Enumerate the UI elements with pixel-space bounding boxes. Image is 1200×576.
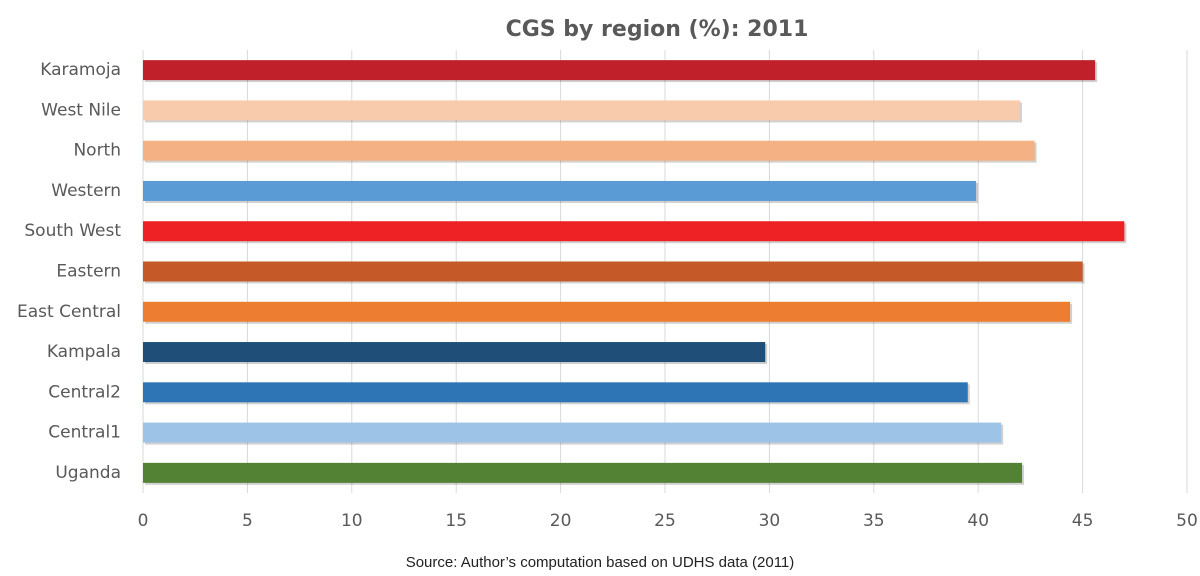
bar xyxy=(143,342,766,363)
bar xyxy=(143,60,1096,81)
y-tick-label: South West xyxy=(24,221,121,241)
x-tick-label: 10 xyxy=(341,511,363,531)
x-tick-label: 5 xyxy=(242,511,253,531)
bar xyxy=(143,422,1002,443)
y-tick-label: Western xyxy=(51,181,121,201)
y-tick-label: Central2 xyxy=(48,382,121,402)
y-tick-label: West Nile xyxy=(41,100,121,120)
x-tick-label: 35 xyxy=(863,511,885,531)
source-note: Source: Author’s computation based on UD… xyxy=(406,554,795,571)
y-tick-label: North xyxy=(73,141,121,161)
x-tick-label: 20 xyxy=(550,511,572,531)
bar xyxy=(143,301,1071,322)
y-tick-label: Karamoja xyxy=(40,60,121,80)
bar xyxy=(143,100,1020,121)
x-tick-label: 50 xyxy=(1176,511,1198,531)
x-tick-label: 15 xyxy=(445,511,467,531)
x-tick-label: 40 xyxy=(967,511,989,531)
bar xyxy=(143,180,977,201)
y-tick-label: East Central xyxy=(17,302,121,322)
x-tick-label: 45 xyxy=(1072,511,1094,531)
bar xyxy=(143,462,1023,483)
bar xyxy=(143,140,1035,161)
bar xyxy=(143,382,968,403)
y-tick-label: Central1 xyxy=(48,423,121,443)
x-tick-label: 30 xyxy=(759,511,781,531)
x-tick-label: 25 xyxy=(654,511,676,531)
y-tick-label: Eastern xyxy=(56,262,121,282)
y-tick-label: Uganda xyxy=(55,463,121,483)
y-tick-label: Kampala xyxy=(47,342,121,362)
bar xyxy=(143,261,1083,282)
bar xyxy=(143,221,1125,242)
x-tick-label: 0 xyxy=(138,511,149,531)
chart-title: CGS by region (%): 2011 xyxy=(506,17,809,42)
